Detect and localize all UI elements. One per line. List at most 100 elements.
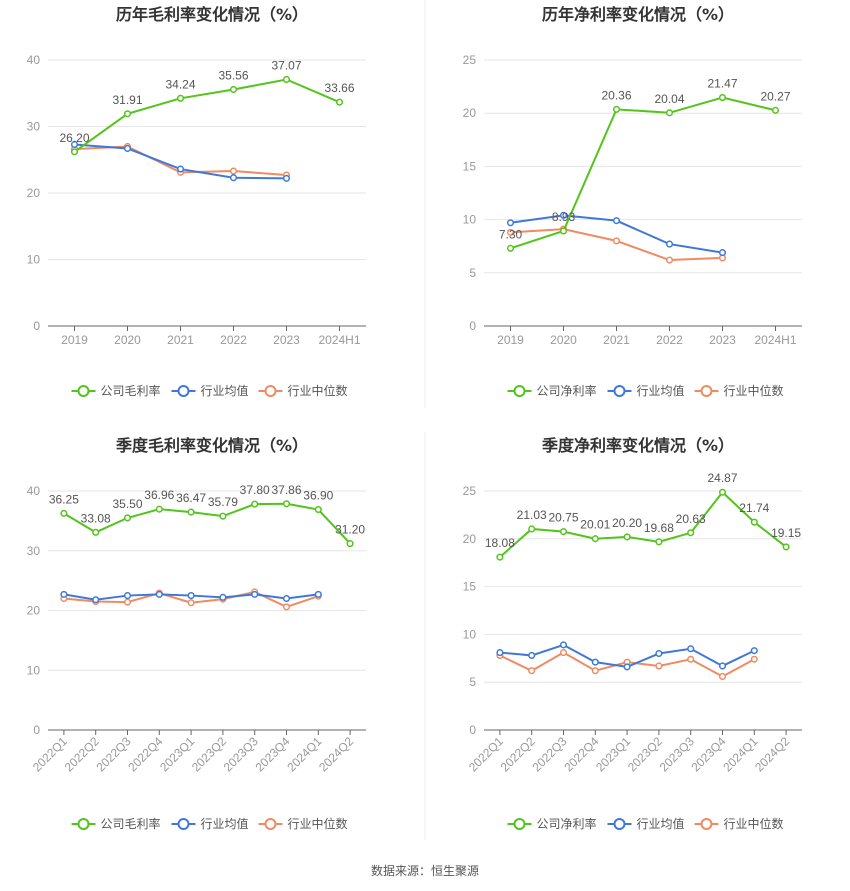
data-point — [92, 596, 100, 604]
data-point — [559, 211, 568, 219]
data-label: 20.20 — [612, 516, 642, 530]
data-point — [718, 249, 727, 257]
data-point — [229, 167, 238, 175]
series-avg — [506, 211, 727, 257]
chart-title: 历年净利率变化情况（%） — [542, 5, 734, 24]
legend-label: 行业均值 — [201, 383, 249, 398]
legend-marker — [613, 385, 626, 397]
data-point — [282, 500, 291, 508]
series-avg — [496, 641, 758, 671]
data-point — [346, 540, 354, 548]
legend: 公司净利率 行业均值 行业中位数 — [507, 816, 784, 831]
legend-item-avg: 行业均值 — [607, 383, 685, 398]
data-point — [506, 219, 515, 227]
data-point — [528, 525, 536, 533]
legend-marker — [700, 818, 713, 830]
data-point — [559, 649, 568, 657]
y-tick-label: 0 — [469, 319, 476, 333]
data-label: 31.20 — [335, 523, 365, 537]
data-point — [612, 217, 621, 225]
legend-label: 公司净利率 — [537, 816, 597, 831]
data-point — [559, 528, 568, 536]
data-point — [176, 165, 185, 173]
data-point — [229, 85, 238, 94]
legend: 公司净利率 行业均值 行业中位数 — [507, 383, 784, 398]
x-tick-label: 2020 — [550, 333, 577, 347]
data-point — [123, 144, 132, 152]
data-point — [282, 75, 291, 84]
data-point — [251, 500, 259, 508]
series-line-company — [499, 490, 787, 558]
data-point — [70, 140, 79, 149]
data-point — [718, 672, 727, 681]
series-median — [506, 225, 727, 264]
data-label: 33.08 — [81, 511, 111, 525]
x-tick-label: 2024Q2 — [316, 734, 356, 774]
data-point — [687, 645, 695, 653]
data-point — [623, 663, 631, 671]
y-tick-label: 30 — [27, 120, 41, 134]
data-point — [176, 94, 185, 102]
chart-panel-2: 历年净利率变化情况（%） 0 5 10 15 20 25 2019 2020 2021 2022 20… — [463, 5, 802, 398]
legend-label: 行业中位数 — [724, 383, 784, 398]
data-point — [591, 658, 599, 666]
y-tick-label: 20 — [27, 186, 41, 200]
data-point — [314, 590, 322, 598]
data-point — [123, 514, 132, 522]
x-tick-label: 2021 — [167, 333, 194, 347]
chart-title: 历年毛利率变化情况（%） — [116, 5, 308, 24]
y-tick-label: 25 — [463, 53, 477, 67]
data-point — [665, 109, 674, 117]
data-label: 36.96 — [144, 488, 174, 502]
series-median — [70, 142, 291, 179]
legend-label: 行业均值 — [637, 816, 685, 831]
x-tick-label: 2024Q2 — [752, 734, 792, 774]
series-company: 26.20 31.91 34.24 35.56 37.07 33.66 — [59, 58, 355, 156]
data-point — [623, 533, 631, 541]
data-point — [496, 649, 504, 657]
y-tick-label: 40 — [27, 484, 41, 498]
legend-marker — [700, 385, 713, 397]
data-label: 19.15 — [771, 526, 801, 540]
data-point — [60, 509, 68, 517]
x-tick-label: 2019 — [497, 333, 524, 347]
data-point — [528, 651, 536, 659]
legend-marker — [264, 385, 277, 397]
data-point — [782, 543, 790, 551]
data-point — [187, 508, 195, 516]
chart-panel-1: 历年毛利率变化情况（%） 0 10 20 30 40 2019 2020 2021 2022 202… — [27, 5, 366, 398]
y-tick-label: 5 — [469, 266, 476, 280]
data-label: 31.91 — [112, 93, 142, 107]
data-point — [155, 505, 163, 513]
data-point — [612, 105, 621, 113]
data-label: 26.20 — [59, 131, 89, 145]
series-line-company — [63, 502, 351, 545]
data-point — [559, 227, 568, 235]
data-point — [655, 538, 663, 546]
data-point — [771, 106, 780, 114]
y-tick-label: 15 — [463, 159, 477, 173]
legend-marker — [513, 818, 526, 830]
data-point — [655, 649, 663, 658]
data-point — [750, 518, 758, 526]
data-point — [718, 662, 727, 670]
data-point — [655, 662, 663, 670]
y-tick-label: 0 — [469, 723, 476, 737]
legend-label: 行业中位数 — [724, 816, 784, 831]
data-label: 20.27 — [760, 89, 790, 103]
data-label: 20.75 — [548, 511, 578, 525]
data-point — [506, 228, 515, 236]
legend-label: 公司毛利率 — [101, 383, 161, 398]
chart-panel-3: 季度毛利率变化情况（%）0102030402022Q12022Q22022Q32… — [27, 436, 366, 831]
legend-label: 公司净利率 — [537, 383, 597, 398]
legend-marker — [77, 385, 90, 397]
data-point — [123, 110, 132, 118]
y-tick-label: 0 — [33, 319, 40, 333]
y-tick-label: 20 — [27, 604, 41, 618]
y-tick-label: 20 — [463, 532, 477, 546]
data-point — [219, 593, 227, 601]
data-point — [92, 528, 100, 536]
